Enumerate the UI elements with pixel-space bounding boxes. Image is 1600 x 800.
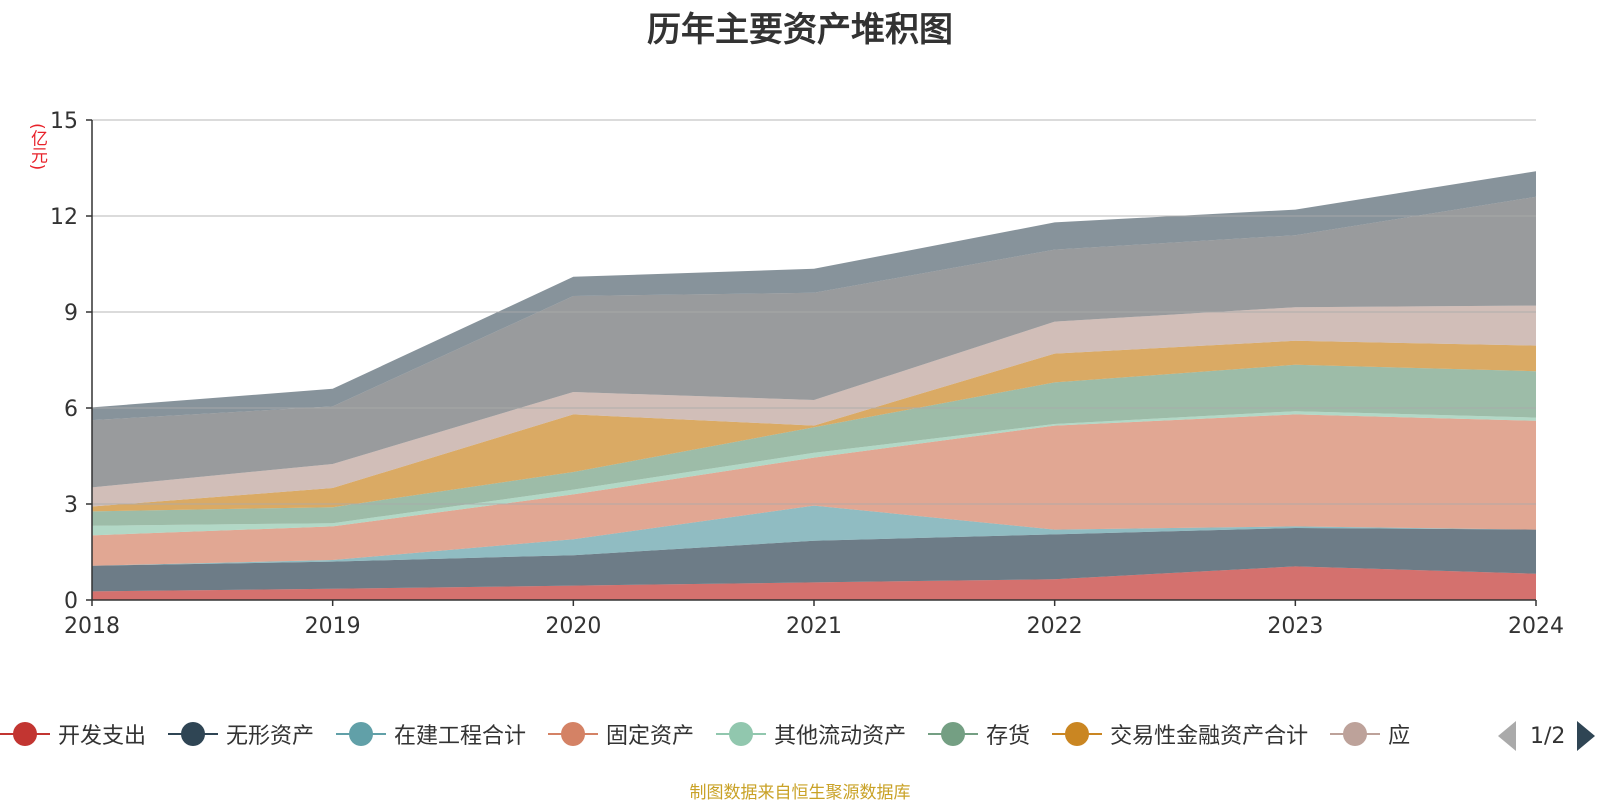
x-tick-label: 2020	[545, 614, 601, 639]
area-series-6	[92, 340, 1536, 512]
legend-page-indicator: 1/2	[1530, 723, 1566, 749]
y-tick-label: 15	[50, 109, 78, 134]
x-tick-label: 2022	[1027, 614, 1083, 639]
legend-item[interactable]: 在建工程合计	[336, 712, 526, 756]
legend-marker-icon	[716, 721, 767, 747]
area-series-1	[92, 528, 1536, 592]
chart-title: 历年主要资产堆积图	[647, 10, 953, 50]
x-tick-label: 2023	[1267, 614, 1323, 639]
y-tick-label: 0	[64, 589, 78, 614]
area-series-9	[92, 171, 1536, 421]
legend-item[interactable]: 应	[1330, 712, 1410, 756]
area-series-3	[92, 414, 1536, 566]
legend-label: 存货	[986, 724, 1031, 749]
legend-label: 无形资产	[226, 724, 315, 749]
legend-marker-icon	[1052, 721, 1103, 747]
legend-prev-page-icon[interactable]	[1498, 721, 1516, 751]
legend-marker-icon	[928, 721, 979, 747]
x-tick-label: 2019	[305, 614, 361, 639]
legend-item[interactable]: 固定资产	[548, 712, 694, 756]
x-tick-label: 2021	[786, 614, 842, 639]
area-series-7	[92, 305, 1536, 507]
legend-label: 其他流动资产	[774, 724, 907, 749]
y-axis-unit-label: (亿元)	[27, 123, 47, 171]
legend-item[interactable]: 存货	[928, 712, 1030, 756]
legend-label: 固定资产	[606, 724, 695, 749]
area-series-0	[92, 566, 1536, 600]
legend-item[interactable]: 其他流动资产	[716, 712, 906, 756]
legend-label: 应	[1388, 724, 1411, 749]
legend: 开发支出 无形资产 在建工程合计 固定资产 其他流动资产 存货 交易性金融资产合计 应	[0, 712, 1470, 756]
legend-marker-icon	[336, 721, 387, 747]
legend-item[interactable]: 开发支出	[0, 712, 146, 756]
area-series-5	[92, 364, 1536, 526]
legend-marker-icon	[548, 721, 599, 747]
legend-next-page-icon[interactable]	[1577, 721, 1596, 751]
legend-label: 交易性金融资产合计	[1110, 724, 1309, 749]
y-tick-label: 3	[64, 493, 78, 518]
y-tick-label: 6	[64, 397, 78, 422]
y-tick-label: 9	[64, 301, 78, 326]
legend-item[interactable]: 交易性金融资产合计	[1052, 712, 1308, 756]
y-tick-label: 12	[50, 205, 78, 230]
legend-label: 在建工程合计	[394, 724, 527, 749]
x-tick-label: 2024	[1508, 614, 1564, 639]
data-source-note: 制图数据来自恒生聚源数据库	[689, 783, 911, 800]
area-series-2	[92, 505, 1536, 566]
legend-marker-icon	[1330, 721, 1381, 747]
legend-label: 开发支出	[58, 724, 147, 749]
area-series-group	[92, 171, 1536, 600]
legend-marker-icon	[0, 721, 50, 747]
legend-pager: 1/2	[1498, 716, 1600, 756]
legend-marker-icon	[168, 721, 219, 747]
legend-item[interactable]: 无形资产	[168, 712, 314, 756]
area-series-8	[92, 196, 1536, 488]
x-tick-label: 2018	[64, 614, 120, 639]
